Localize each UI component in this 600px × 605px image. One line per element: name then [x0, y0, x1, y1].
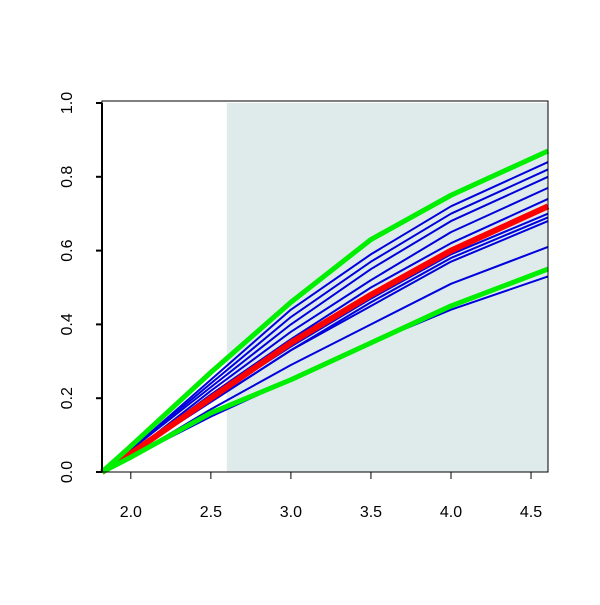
- series-line: [100, 203, 550, 475]
- series-line: [100, 266, 549, 475]
- y-tick-label: 0.6: [59, 239, 76, 261]
- x-tick-label: 2.5: [200, 504, 222, 521]
- series-line: [101, 175, 549, 473]
- y-tick-label: 0.0: [59, 461, 76, 483]
- y-tick-label: 0.2: [59, 387, 76, 409]
- x-tick-label: 2.0: [120, 504, 142, 521]
- y-tick-label: 0.4: [59, 313, 76, 335]
- x-tick-label: 3.5: [360, 504, 382, 521]
- y-tick-label: 1.0: [59, 92, 76, 114]
- y-tick-label: 0.8: [59, 166, 76, 188]
- x-tick-label: 3.0: [280, 504, 302, 521]
- x-tick-label: 4.5: [520, 504, 542, 521]
- series-line: [100, 148, 550, 474]
- x-tick-label: 4.0: [440, 504, 462, 521]
